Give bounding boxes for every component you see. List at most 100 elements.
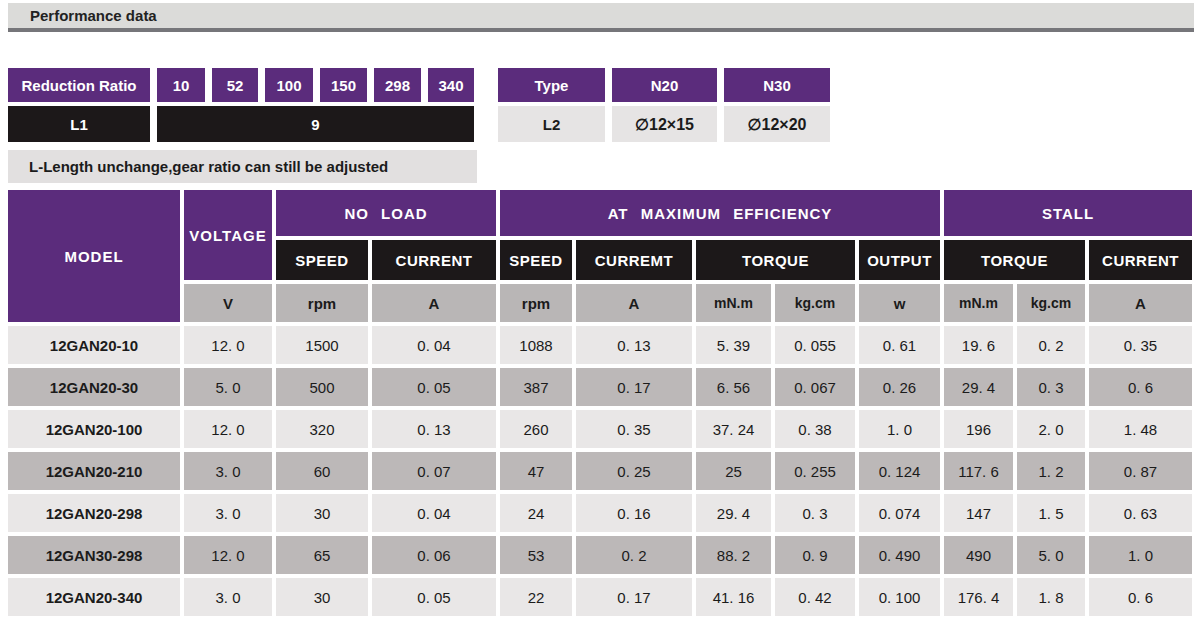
group-header-max-efficiency: AT MAXIMUM EFFICIENCY <box>500 190 940 236</box>
type-header: Type <box>498 68 605 102</box>
data-cell: 3. 0 <box>184 494 272 532</box>
unit-rpm: rpm <box>276 284 368 322</box>
data-cell: 0. 04 <box>372 326 496 364</box>
data-cell: 0. 490 <box>859 536 940 574</box>
data-cell: 1500 <box>276 326 368 364</box>
data-cell: 0. 055 <box>775 326 855 364</box>
model-cell: 12GAN20-210 <box>8 452 180 490</box>
sub-header-speed: SPEED <box>500 240 572 280</box>
data-cell: 260 <box>500 410 572 448</box>
data-cell: 5. 39 <box>696 326 771 364</box>
data-cell: 53 <box>500 536 572 574</box>
section-header-bar: Performance data <box>8 3 1194 32</box>
group-header-stall: STALL <box>944 190 1192 236</box>
unit-amps: A <box>372 284 496 322</box>
data-cell: 3. 0 <box>184 452 272 490</box>
data-cell: 0. 13 <box>372 410 496 448</box>
data-cell: 1088 <box>500 326 572 364</box>
sub-header-torque: TORQUE <box>696 240 855 280</box>
data-cell: 30 <box>276 578 368 616</box>
reduction-ratio-label: Reduction Ratio <box>8 68 150 102</box>
unit-kgcm: kg.cm <box>1017 284 1085 322</box>
data-cell: 0. 2 <box>1017 326 1085 364</box>
data-cell: 22 <box>500 578 572 616</box>
data-cell: 0. 63 <box>1089 494 1192 532</box>
model-cell: 12GAN20-340 <box>8 578 180 616</box>
l2-label: L2 <box>498 106 605 142</box>
data-cell: 0. 35 <box>1089 326 1192 364</box>
l2-dimension-n20: ∅12×15 <box>612 106 717 142</box>
data-cell: 490 <box>944 536 1013 574</box>
data-cell: 29. 4 <box>696 494 771 532</box>
model-cell: 12GAN20-100 <box>8 410 180 448</box>
data-cell: 12. 0 <box>184 536 272 574</box>
unit-mnm: mN.m <box>696 284 771 322</box>
data-cell: 0. 42 <box>775 578 855 616</box>
data-cell: 2. 0 <box>1017 410 1085 448</box>
data-cell: 0. 26 <box>859 368 940 406</box>
data-cell: 0. 16 <box>576 494 692 532</box>
data-cell: 0. 87 <box>1089 452 1192 490</box>
data-cell: 0. 124 <box>859 452 940 490</box>
data-cell: 0. 067 <box>775 368 855 406</box>
data-cell: 29. 4 <box>944 368 1013 406</box>
data-cell: 88. 2 <box>696 536 771 574</box>
data-cell: 0. 05 <box>372 368 496 406</box>
data-cell: 176. 4 <box>944 578 1013 616</box>
type-col-n30: N30 <box>724 68 830 102</box>
sub-header-speed: SPEED <box>276 240 368 280</box>
reduction-ratio-value: 340 <box>428 68 474 102</box>
data-cell: 1. 0 <box>1089 536 1192 574</box>
voltage-column-header: VOLTAGE <box>184 190 272 280</box>
data-cell: 0. 05 <box>372 578 496 616</box>
data-cell: 1. 48 <box>1089 410 1192 448</box>
sub-header-current: CURREMT <box>576 240 692 280</box>
data-cell: 0. 255 <box>775 452 855 490</box>
data-cell: 117. 6 <box>944 452 1013 490</box>
data-cell: 0. 61 <box>859 326 940 364</box>
data-cell: 0. 07 <box>372 452 496 490</box>
data-cell: 0. 074 <box>859 494 940 532</box>
data-cell: 3. 0 <box>184 578 272 616</box>
page-title: Performance data <box>8 7 157 24</box>
data-cell: 12. 0 <box>184 326 272 364</box>
data-cell: 0. 100 <box>859 578 940 616</box>
data-cell: 387 <box>500 368 572 406</box>
sub-header-current: CURRENT <box>372 240 496 280</box>
data-cell: 320 <box>276 410 368 448</box>
data-cell: 0. 3 <box>775 494 855 532</box>
unit-amps: A <box>576 284 692 322</box>
data-cell: 0. 3 <box>1017 368 1085 406</box>
sub-header-output: OUTPUT <box>859 240 940 280</box>
data-cell: 25 <box>696 452 771 490</box>
reduction-ratio-table: Reduction Ratio 10 52 100 150 298 340 L1… <box>8 68 474 142</box>
reduction-ratio-value: 52 <box>212 68 258 102</box>
data-cell: 5. 0 <box>1017 536 1085 574</box>
reduction-ratio-value: 150 <box>320 68 367 102</box>
unit-watts: w <box>859 284 940 322</box>
data-cell: 12. 0 <box>184 410 272 448</box>
unit-amps: A <box>1089 284 1192 322</box>
data-cell: 0. 06 <box>372 536 496 574</box>
data-cell: 1. 0 <box>859 410 940 448</box>
data-cell: 1. 8 <box>1017 578 1085 616</box>
model-column-header: MODEL <box>8 190 180 322</box>
data-cell: 6. 56 <box>696 368 771 406</box>
data-cell: 0. 9 <box>775 536 855 574</box>
unit-volts: V <box>184 284 272 322</box>
data-cell: 60 <box>276 452 368 490</box>
data-cell: 0. 13 <box>576 326 692 364</box>
data-cell: 65 <box>276 536 368 574</box>
sub-header-current: CURRENT <box>1089 240 1192 280</box>
data-cell: 0. 17 <box>576 368 692 406</box>
data-cell: 30 <box>276 494 368 532</box>
l1-value: 9 <box>157 106 474 142</box>
data-cell: 196 <box>944 410 1013 448</box>
data-cell: 0. 17 <box>576 578 692 616</box>
model-cell: 12GAN30-298 <box>8 536 180 574</box>
group-header-no-load: NO LOAD <box>276 190 496 236</box>
data-cell: 500 <box>276 368 368 406</box>
l2-dimension-n30: ∅12×20 <box>724 106 830 142</box>
data-cell: 41. 16 <box>696 578 771 616</box>
l1-label: L1 <box>8 106 150 142</box>
